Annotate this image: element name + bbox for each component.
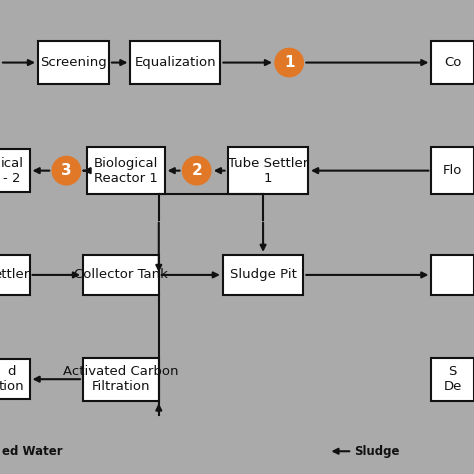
- Bar: [431, 147, 474, 194]
- Text: Equalization: Equalization: [135, 56, 216, 69]
- Bar: [38, 41, 109, 84]
- Text: Flo: Flo: [443, 164, 462, 177]
- Text: Co: Co: [444, 56, 461, 69]
- Text: 2: 2: [191, 163, 202, 178]
- Text: ed Water: ed Water: [2, 445, 63, 458]
- Bar: [431, 255, 474, 295]
- Bar: [0, 359, 29, 399]
- Text: Screening: Screening: [40, 56, 107, 69]
- Text: d
tion: d tion: [0, 365, 25, 393]
- Text: 3: 3: [61, 163, 72, 178]
- Bar: [431, 41, 474, 84]
- Circle shape: [275, 48, 303, 77]
- Text: Sludge: Sludge: [355, 445, 400, 458]
- Bar: [223, 255, 303, 295]
- Bar: [83, 358, 159, 401]
- Text: S
De: S De: [444, 365, 462, 393]
- Text: Activated Carbon
Filtration: Activated Carbon Filtration: [63, 365, 179, 393]
- Bar: [0, 149, 29, 192]
- Text: ettler: ettler: [0, 268, 30, 282]
- Circle shape: [182, 156, 211, 185]
- Circle shape: [52, 156, 81, 185]
- Bar: [83, 255, 159, 295]
- Bar: [431, 358, 474, 401]
- Text: 1: 1: [284, 55, 294, 70]
- Text: Tube Settler
1: Tube Settler 1: [228, 156, 308, 185]
- Text: ical
- 2: ical - 2: [0, 156, 23, 185]
- Bar: [0, 255, 29, 295]
- Text: Collector Tank: Collector Tank: [74, 268, 168, 282]
- Bar: [228, 147, 308, 194]
- Text: Biological
Reactor 1: Biological Reactor 1: [93, 156, 158, 185]
- Text: Sludge Pit: Sludge Pit: [229, 268, 297, 282]
- Bar: [130, 41, 220, 84]
- Bar: [86, 147, 165, 194]
